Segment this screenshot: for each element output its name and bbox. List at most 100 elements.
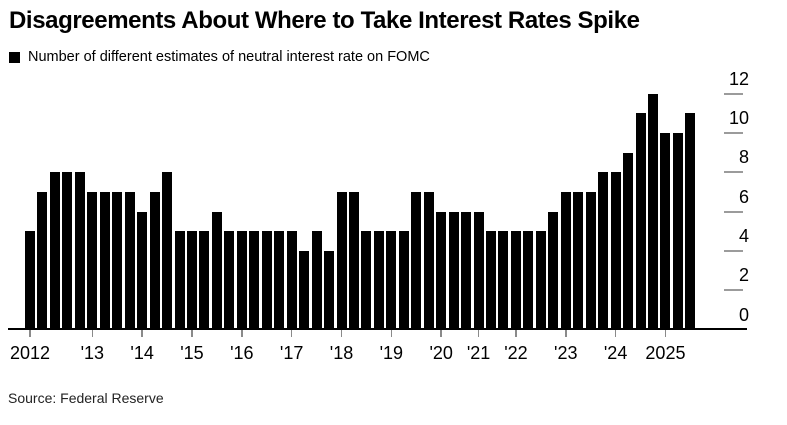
x-axis-label: '24 (603, 343, 628, 363)
x-axis-label: '13 (80, 343, 105, 363)
bar (174, 231, 185, 330)
bar (510, 231, 521, 330)
legend-label: Number of different estimates of neutral… (28, 49, 430, 65)
bar (49, 172, 60, 330)
x-axis-label: '18 (329, 343, 354, 363)
bar (249, 231, 260, 330)
y-axis-label: 12 (728, 68, 749, 89)
bar (672, 133, 683, 330)
x-axis-label: 2012 (9, 343, 51, 363)
bar (635, 113, 646, 330)
x-axis-line (8, 328, 747, 330)
y-axis-label: 10 (728, 108, 749, 128)
bar (461, 211, 472, 330)
bar (610, 172, 621, 330)
bar (448, 211, 459, 330)
bar (99, 191, 110, 330)
legend-square-icon (9, 51, 20, 63)
legend: Number of different estimates of neutral… (9, 49, 430, 65)
x-axis-tick (390, 330, 393, 337)
bar (361, 231, 372, 330)
bar (386, 231, 397, 330)
bar (398, 231, 409, 330)
bar (112, 191, 123, 330)
bar (286, 231, 297, 330)
bar (348, 191, 359, 330)
bar (436, 211, 447, 330)
bar (299, 250, 310, 330)
bar (324, 250, 335, 330)
bar (62, 172, 73, 330)
x-axis-label: '20 (429, 343, 453, 363)
bar (211, 211, 222, 330)
bar (623, 152, 634, 330)
y-axis-tick (724, 210, 743, 213)
x-axis-tick (440, 330, 442, 337)
x-axis-tick (29, 330, 31, 337)
bar (124, 191, 135, 330)
bar (598, 172, 609, 330)
x-axis-tick (565, 330, 567, 337)
x-axis-tick (340, 330, 343, 337)
y-axis-label: 2 (738, 265, 749, 286)
y-axis-tick (724, 289, 743, 292)
y-axis-label: 6 (738, 186, 749, 207)
bar (162, 172, 173, 330)
y-axis-tick (724, 171, 743, 174)
bar (411, 191, 422, 330)
bar (37, 191, 48, 330)
source-note: Source: Federal Reserve (8, 390, 164, 406)
bar (648, 93, 658, 330)
bar (523, 231, 534, 330)
x-axis-tick (141, 330, 143, 337)
bar (585, 191, 596, 330)
bar (274, 231, 285, 330)
x-axis-label: '21 (466, 343, 491, 363)
bar (660, 133, 671, 330)
x-axis-tick (664, 330, 667, 337)
bar (423, 191, 434, 330)
bar (535, 231, 546, 330)
bar (149, 191, 160, 330)
bar (311, 231, 322, 330)
x-axis-label: '17 (279, 343, 304, 363)
y-axis-label: 4 (738, 225, 749, 246)
bar (560, 191, 571, 330)
bar (74, 172, 85, 330)
y-axis-tick (724, 132, 743, 134)
x-axis-label: '19 (379, 343, 404, 363)
y-axis-tick (724, 92, 743, 95)
x-axis-tick (290, 330, 293, 337)
bar (548, 211, 559, 330)
bar (473, 211, 484, 330)
bar (261, 231, 272, 330)
y-axis-tick (724, 249, 743, 252)
x-axis-label: 2025 (645, 343, 686, 363)
bar (498, 231, 509, 330)
bar (573, 191, 584, 330)
bar (87, 191, 98, 330)
x-axis-label: '16 (230, 343, 254, 363)
bar (137, 211, 148, 330)
x-axis-tick (515, 330, 517, 337)
x-axis-label: '15 (180, 343, 204, 363)
bar (224, 231, 235, 330)
x-axis-label: '14 (130, 343, 154, 363)
x-axis-label: '22 (504, 343, 528, 363)
chart-title: Disagreements About Where to Take Intere… (9, 7, 640, 34)
x-axis-tick (614, 330, 617, 337)
bar (186, 231, 197, 330)
bar (373, 231, 384, 330)
x-axis-tick (241, 330, 243, 337)
x-axis-tick (91, 330, 94, 337)
y-axis-label: 0 (738, 304, 749, 325)
x-axis-tick (191, 330, 193, 337)
y-axis-label: 8 (738, 147, 749, 168)
bar (336, 191, 347, 330)
bar (236, 231, 247, 330)
x-axis-label: '23 (554, 343, 578, 363)
bar (25, 231, 35, 330)
bar (685, 113, 696, 330)
